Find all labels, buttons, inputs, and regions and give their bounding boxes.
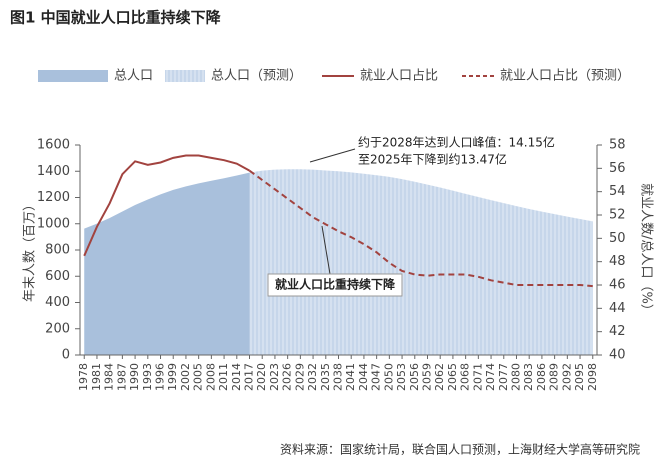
y-tick-label: 600 [45, 269, 70, 284]
x-tick-label: 2074 [484, 363, 497, 391]
x-tick-label: 1990 [128, 363, 141, 391]
x-tick-label: 2062 [433, 363, 446, 391]
annotation: 至2025年下降到约13.47亿 [358, 152, 507, 167]
x-tick-label: 2026 [281, 363, 294, 391]
callout-box [267, 273, 403, 297]
x-tick-label: 1993 [141, 363, 154, 391]
x-tick-label: 2095 [573, 363, 586, 391]
y-tick-label: 1000 [37, 216, 70, 231]
x-tick-label: 2059 [420, 363, 433, 391]
x-tick-label: 2005 [192, 363, 205, 391]
legend-label: 总人口（预测） [211, 69, 302, 84]
x-tick-label: 2065 [446, 363, 459, 391]
x-tick-label: 2092 [560, 363, 573, 391]
y2-tick-label: 50 [609, 231, 626, 246]
x-tick-label: 2056 [408, 363, 421, 391]
source: 资料来源：国家统计局，联合国人口预测，上海财经大学高等研究院 [280, 442, 640, 457]
x-tick-label: 2050 [382, 363, 395, 391]
callout-pointer [321, 225, 331, 275]
x-tick-label: 2071 [471, 363, 484, 391]
legend-label: 总人口 [114, 69, 153, 84]
x-tick-label: 1978 [77, 363, 90, 391]
x-tick-label: 2014 [230, 363, 243, 391]
chart-title: 图1 中国就业人口比重持续下降 [10, 9, 222, 27]
x-tick-label: 2029 [293, 363, 306, 391]
x-tick-label: 2053 [395, 363, 408, 391]
x-tick-label: 1981 [90, 363, 103, 391]
legend-swatch [165, 70, 205, 82]
y2-tick-label: 54 [609, 184, 626, 199]
y-tick-label: 1600 [37, 138, 70, 153]
x-tick-label: 2077 [497, 363, 510, 391]
y2-tick-label: 48 [609, 254, 626, 269]
y2-tick-label: 40 [609, 348, 626, 363]
line [83, 154, 250, 257]
legend-label: 就业人口占比（预测） [500, 69, 630, 84]
plot-area [83, 154, 593, 355]
y-tick-label: 1400 [37, 164, 70, 179]
y-tick-label: 200 [45, 321, 70, 336]
area [249, 169, 593, 355]
x-tick-label: 1987 [115, 363, 128, 391]
x-tick-label: 2017 [243, 363, 256, 391]
x-tick-label: 2032 [306, 363, 319, 391]
y-tick-label: 0 [62, 348, 70, 363]
legend-swatch [38, 70, 108, 82]
y-tick-label: 800 [45, 243, 70, 258]
annotation: 约于2028年达到人口峰值：14.15亿 [358, 135, 555, 150]
legend-label: 就业人口占比 [360, 69, 438, 84]
y2-tick-label: 58 [609, 138, 626, 153]
x-tick-label: 2023 [268, 363, 281, 391]
x-tick-label: 2047 [370, 363, 383, 391]
y2-tick-label: 42 [609, 324, 626, 339]
y2-tick-label: 56 [609, 161, 626, 176]
x-tick-label: 2002 [179, 363, 192, 391]
x-tick-label: 2038 [332, 363, 345, 391]
y-tick-label: 1200 [37, 190, 70, 205]
x-tick-label: 1999 [166, 363, 179, 391]
x-tick-label: 2080 [509, 363, 522, 391]
x-tick-label: 2098 [586, 363, 599, 391]
area [84, 172, 250, 355]
x-tick-label: 2008 [204, 363, 217, 391]
x-tick-label: 2083 [522, 363, 535, 391]
x-tick-label: 2068 [459, 363, 472, 391]
y-axis-label: 年末人数（百万） [23, 198, 38, 302]
x-tick-label: 2089 [548, 363, 561, 391]
x-tick-label: 1984 [103, 363, 116, 391]
x-tick-label: 2020 [255, 363, 268, 391]
x-tick-label: 2041 [344, 363, 357, 391]
y2-tick-label: 52 [609, 208, 626, 223]
line [248, 169, 593, 288]
x-tick-label: 2086 [535, 363, 548, 391]
x-tick-label: 2035 [319, 363, 332, 391]
callout: 就业人口比重持续下降 [275, 277, 396, 292]
annotation-pointer [309, 148, 356, 163]
x-tick-label: 1996 [154, 363, 167, 391]
y-tick-label: 400 [45, 295, 70, 310]
y2-tick-label: 44 [609, 301, 626, 316]
y2-axis-label: 就业人数/总人口（%） [639, 183, 654, 317]
x-tick-label: 2011 [217, 363, 230, 391]
x-tick-label: 2044 [357, 363, 370, 391]
y2-tick-label: 46 [609, 278, 626, 293]
